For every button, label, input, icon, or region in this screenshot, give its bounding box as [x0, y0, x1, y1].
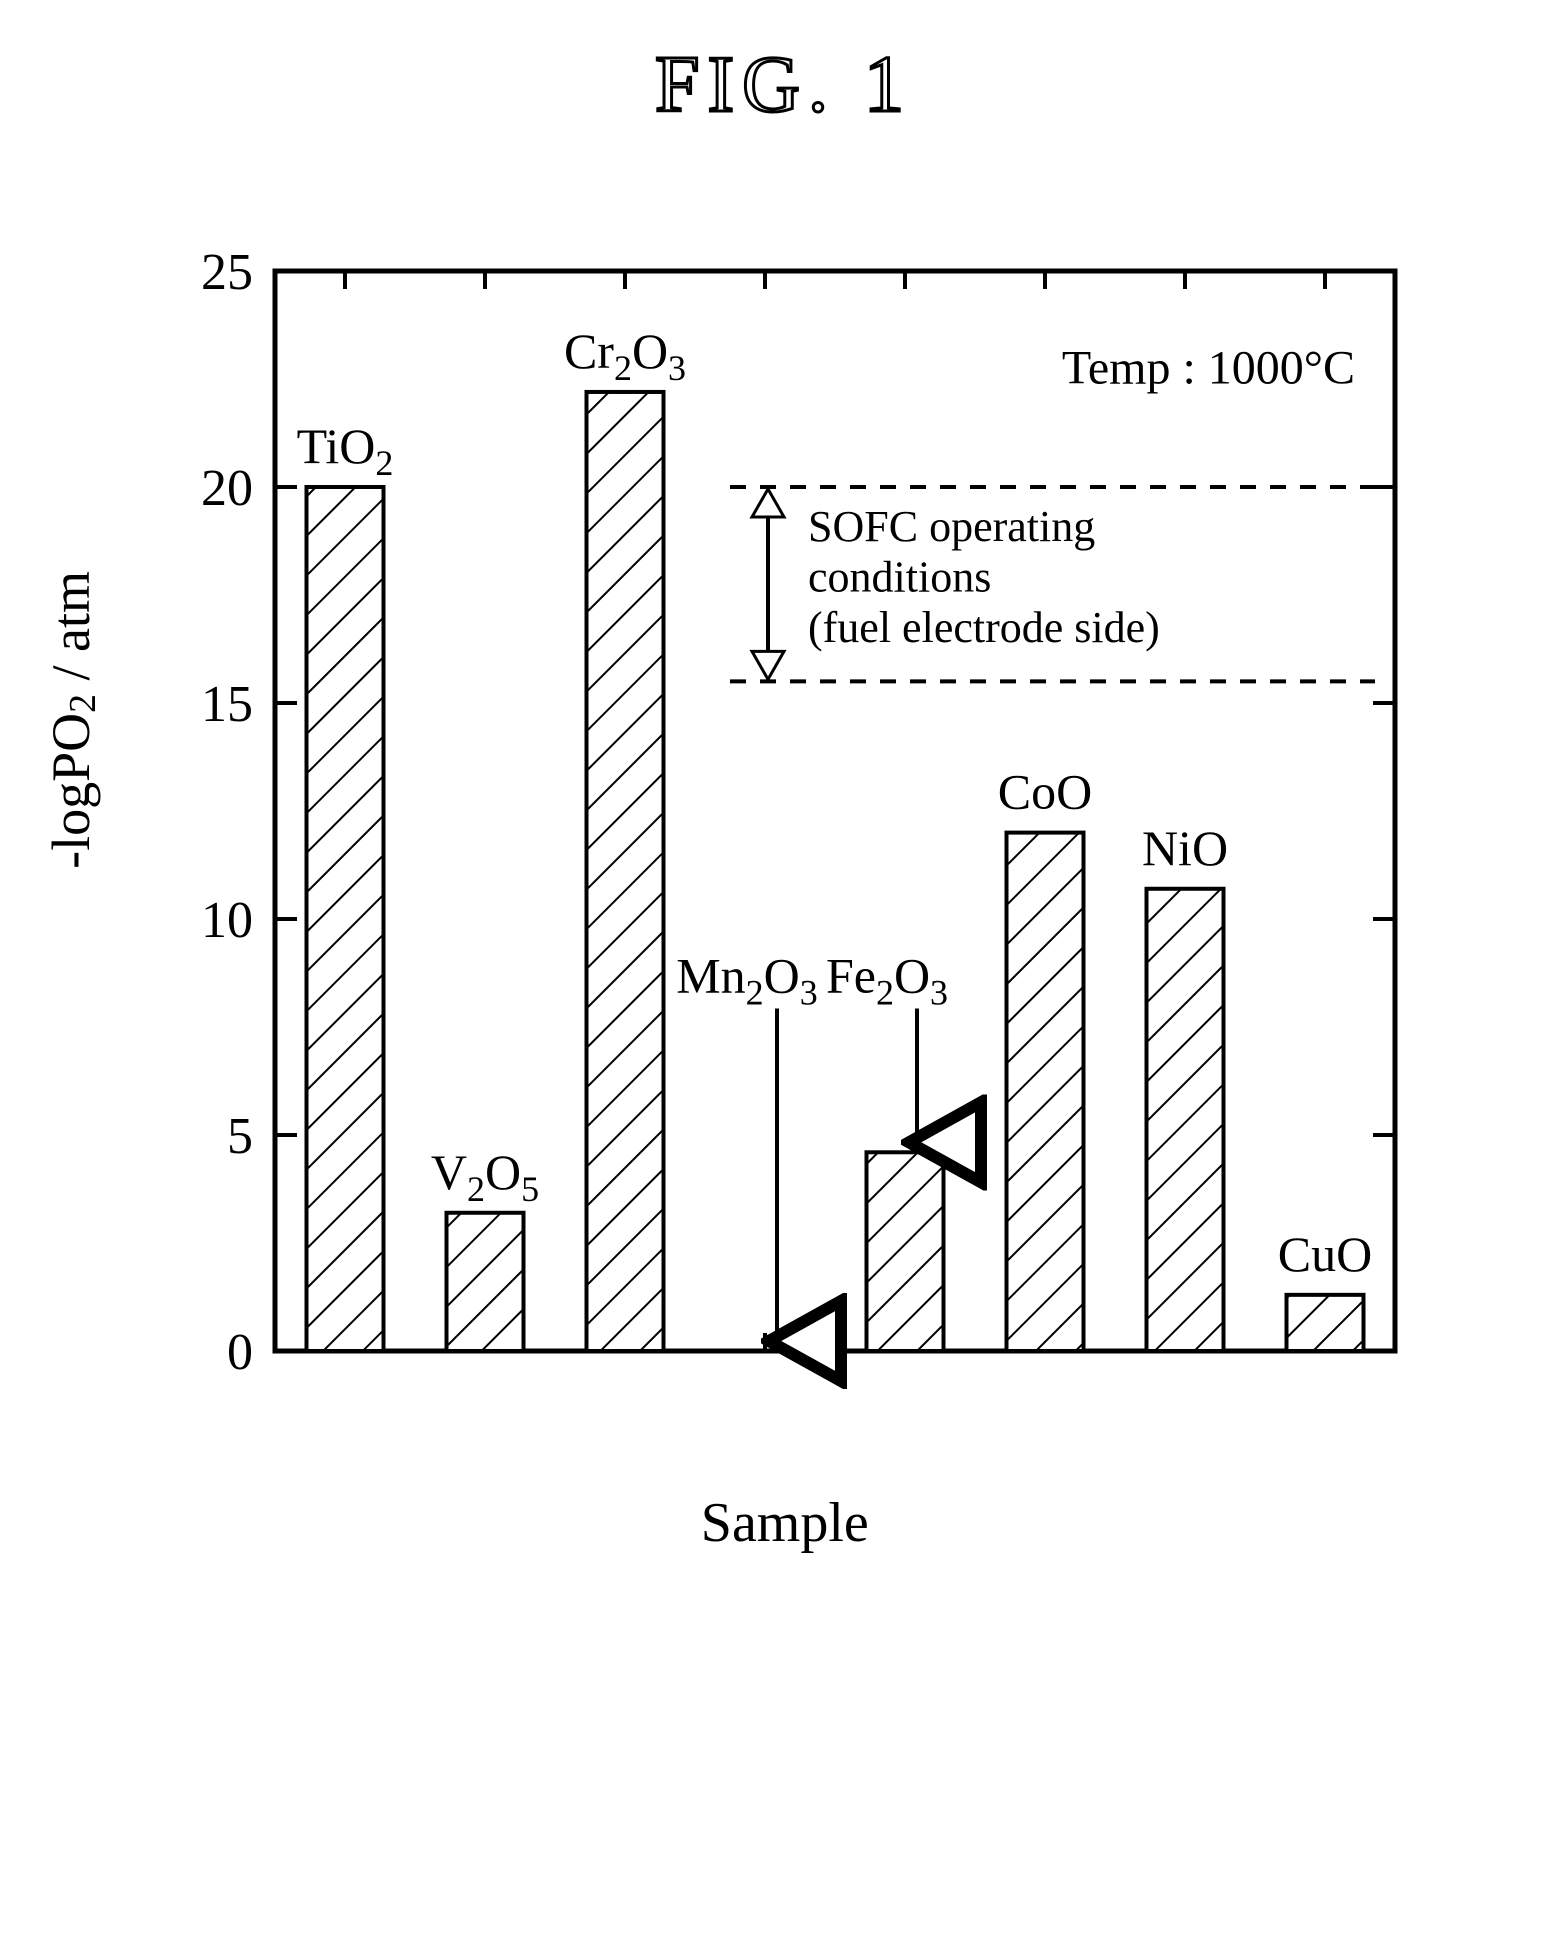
- bar: [1286, 1295, 1363, 1351]
- figure-title: FIG. 1: [40, 40, 1527, 131]
- chart-row: -logPO2 / atm 0 5 10 15 20 25 TiO2 V2O5 Cr2O3 Mn2…: [40, 241, 1527, 1555]
- arrow-down-icon: [752, 651, 784, 679]
- svg-text:10: 10: [201, 892, 253, 949]
- bar-label: CuO: [1278, 1226, 1372, 1282]
- y-axis-label: -logPO2 / atm: [40, 571, 105, 869]
- bar-label: CoO: [998, 764, 1092, 820]
- svg-text:5: 5: [227, 1108, 253, 1165]
- bar: [446, 1213, 523, 1351]
- temp-label: Temp : 1000°C: [1062, 341, 1355, 394]
- arrow-up-icon: [752, 489, 784, 517]
- annotation-text: (fuel electrode side): [808, 603, 1160, 652]
- bar-label: Mn2O3: [676, 947, 818, 1012]
- svg-text:0: 0: [227, 1324, 253, 1381]
- bar: [1146, 889, 1223, 1351]
- bar-label: V2O5: [431, 1144, 539, 1209]
- x-axis-label: Sample: [125, 1491, 1445, 1555]
- chart-svg-container: 0 5 10 15 20 25 TiO2 V2O5 Cr2O3 Mn2O3Fe2O3 CoO NiO C…: [125, 241, 1445, 1555]
- annotation-text: SOFC operating: [808, 502, 1095, 551]
- annotation-text: conditions: [808, 553, 991, 602]
- bar-label: Cr2O3: [564, 323, 686, 388]
- bar-chart: 0 5 10 15 20 25 TiO2 V2O5 Cr2O3 Mn2O3Fe2O3 CoO NiO C…: [125, 241, 1445, 1461]
- svg-text:20: 20: [201, 460, 253, 517]
- svg-text:25: 25: [201, 244, 253, 301]
- bar: [1006, 833, 1083, 1351]
- figure-wrapper: FIG. 1 -logPO2 / atm 0 5 10 15 20 25 TiO2 V2O5 C…: [40, 40, 1527, 1555]
- bar: [306, 487, 383, 1351]
- bar-label: TiO2: [296, 418, 393, 483]
- svg-text:15: 15: [201, 676, 253, 733]
- bar-label: Fe2O3: [826, 947, 948, 1012]
- bar: [866, 1152, 943, 1351]
- figure-title-text: FIG. 1: [655, 41, 912, 129]
- bar: [586, 392, 663, 1351]
- bar-label: NiO: [1142, 820, 1228, 876]
